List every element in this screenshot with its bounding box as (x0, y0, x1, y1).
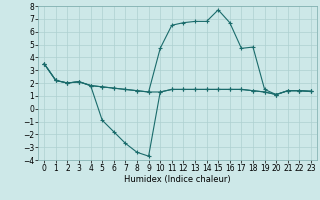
X-axis label: Humidex (Indice chaleur): Humidex (Indice chaleur) (124, 175, 231, 184)
